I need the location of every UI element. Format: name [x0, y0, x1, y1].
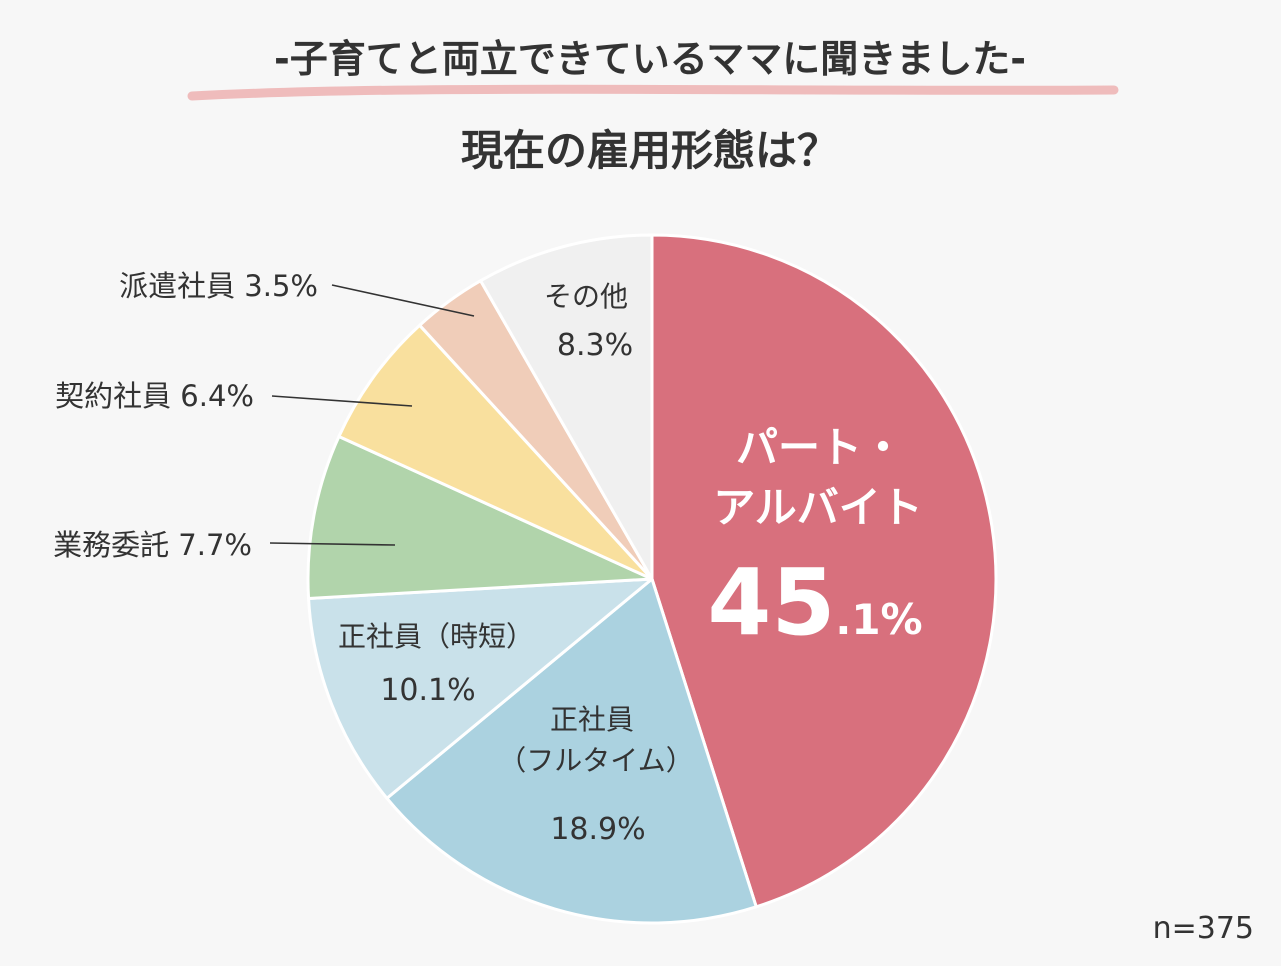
subtitle-underline — [187, 84, 1119, 101]
pie-slices — [306, 233, 998, 925]
pie-slice-keiyaku-shain — [337, 323, 654, 581]
leader-line-gyomu-itaku — [269, 542, 396, 546]
pie-slice-part-arbeit — [650, 233, 998, 909]
value-part-arbeit: 45.1% — [707, 549, 922, 656]
value-sonota: 8.3% — [557, 328, 633, 363]
value-part-arbeit-frac: .1% — [835, 595, 922, 644]
chart-title: 現在の雇用形態は？ — [461, 126, 839, 175]
label-seishain-jitan: 正社員（時短） — [338, 620, 534, 653]
pie-slice-seishain-fulltime — [385, 577, 758, 925]
pie-slice-sonota — [479, 233, 654, 581]
label-gyomu-itaku: 業務委託 7.7% — [53, 528, 252, 562]
value-part-arbeit-main: 45 — [707, 549, 835, 656]
pie-slice-seishain-jitan — [307, 577, 654, 800]
chart-subtitle: -子育てと両立できているママに聞きました- — [274, 37, 1026, 81]
pie-slice-gyomu-itaku — [306, 434, 654, 600]
sample-size-note: n=375 — [1153, 911, 1254, 946]
slice-label-seishain-jitan: 正社員（時短） 10.1% — [338, 620, 534, 708]
label-part-arbeit-line2: アルバイト — [713, 483, 923, 532]
label-keiyaku-shain: 契約社員 6.4% — [55, 379, 254, 413]
label-seishain-fulltime-line2: （フルタイム） — [498, 744, 693, 777]
value-seishain-fulltime: 18.9% — [550, 812, 645, 847]
label-seishain-fulltime-line1: 正社員 — [550, 703, 634, 736]
slice-label-seishain-fulltime: 正社員 （フルタイム） 18.9% — [498, 703, 693, 847]
slice-label-sonota: その他 8.3% — [544, 280, 633, 363]
label-part-arbeit-line1: パート・ — [736, 423, 904, 472]
value-seishain-jitan: 10.1% — [380, 673, 475, 708]
label-haken-shain: 派遣社員 3.5% — [119, 269, 318, 303]
leader-line-haken-shain — [331, 284, 475, 317]
slice-label-part-arbeit: パート・ アルバイト 45.1% — [707, 423, 922, 656]
leader-line-keiyaku-shain — [271, 395, 413, 407]
label-sonota: その他 — [544, 280, 628, 313]
